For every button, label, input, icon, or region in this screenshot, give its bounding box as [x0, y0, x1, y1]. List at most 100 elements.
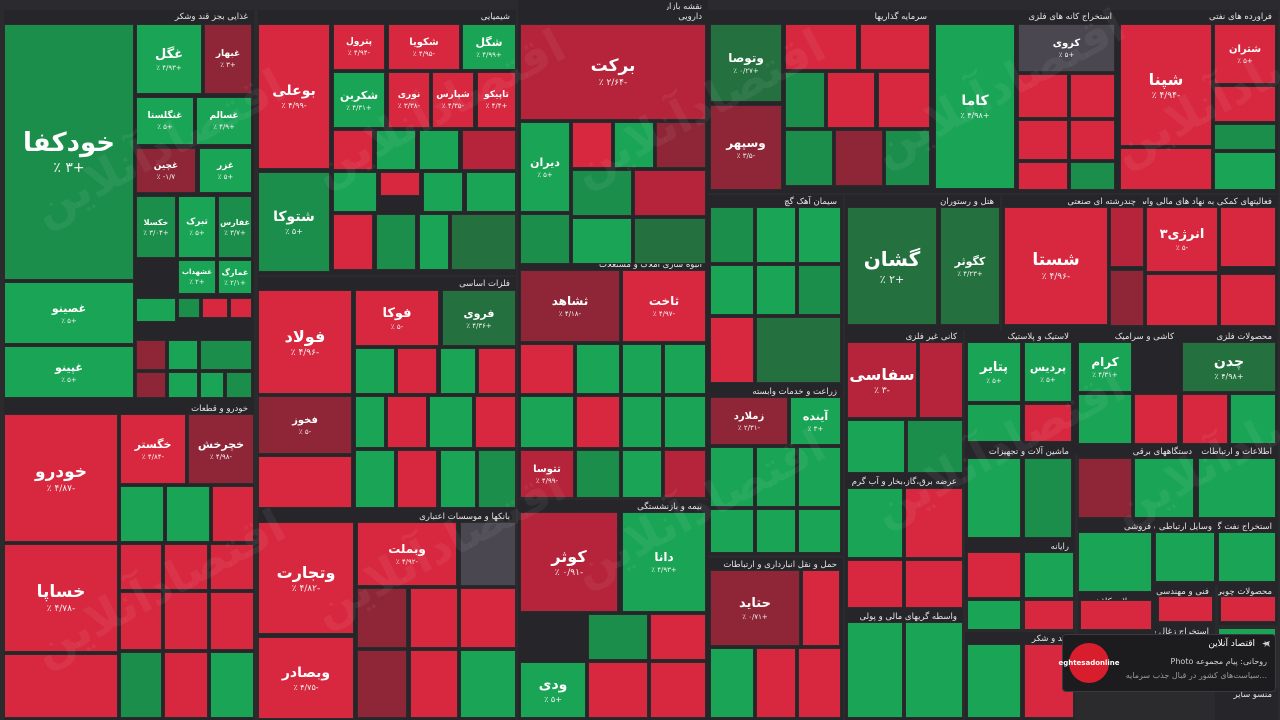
stock-tile-hatid[interactable]: حتاید ٪ ۰/۷۱+ — [710, 570, 800, 646]
stock-tile-small[interactable] — [466, 172, 516, 212]
stock-tile-small[interactable] — [460, 522, 516, 586]
stock-tile-chadan[interactable]: چدن ٪ ۴/۹۸+ — [1182, 342, 1276, 392]
stock-tile-fro[interactable]: فروی ٪ ۴/۳۶+ — [442, 290, 516, 346]
stock-tile-khodro[interactable]: خودرو ٪ ۴/۸۷- — [4, 414, 118, 542]
stock-tile-khodkafa[interactable]: خودکفا ٪ ۳+ — [4, 24, 134, 280]
stock-tile-small[interactable] — [798, 265, 841, 315]
stock-tile-small[interactable] — [1220, 207, 1276, 267]
stock-tile-barekat[interactable]: برکت ٪ ۲/۶۴- — [520, 24, 706, 120]
stock-tile-ghchin[interactable]: غچین ٪ -۱/۷ — [136, 148, 196, 193]
stock-tile-bouli[interactable]: بوعلی ٪ ۴/۹۹- — [258, 24, 330, 169]
stock-tile-khsapa[interactable]: خساپا ٪ ۴/۷۸- — [4, 544, 118, 652]
stock-tile-small[interactable] — [164, 544, 208, 590]
stock-tile-small[interactable] — [136, 298, 176, 322]
stock-tile-small[interactable] — [798, 447, 841, 507]
stock-tile-small[interactable] — [478, 348, 516, 394]
stock-tile-tarak[interactable]: تبرک ٪ ۵+ — [178, 196, 216, 258]
stock-tile-small[interactable] — [860, 24, 930, 70]
stock-tile-small[interactable] — [622, 396, 662, 448]
stock-tile-small[interactable] — [136, 372, 166, 398]
stock-tile-small[interactable] — [572, 218, 632, 264]
stock-tile-small[interactable] — [1110, 207, 1144, 267]
stock-tile-small[interactable] — [376, 214, 416, 270]
stock-tile-vbmlt[interactable]: وبملت ٪ ۴/۹۲- — [357, 522, 457, 586]
stock-tile-small[interactable] — [588, 662, 648, 718]
stock-tile-small[interactable] — [1158, 596, 1213, 622]
stock-tile-vtejarat[interactable]: وتجارت ٪ ۴/۸۲- — [258, 522, 354, 634]
stock-tile-small[interactable] — [120, 592, 162, 650]
stock-tile-ghesino[interactable]: غصینو ٪ ۵+ — [4, 282, 134, 344]
stock-tile-small[interactable] — [634, 218, 706, 264]
stock-tile-small[interactable] — [967, 552, 1021, 598]
stock-tile-vbsader[interactable]: وبصادر ٪ ۴/۷۵- — [258, 637, 354, 719]
stock-tile-small[interactable] — [576, 344, 620, 394]
stock-tile-small[interactable] — [1024, 458, 1072, 538]
stock-tile-small[interactable] — [576, 450, 620, 498]
stock-tile-small[interactable] — [1080, 600, 1152, 630]
stock-tile-small[interactable] — [710, 447, 754, 507]
stock-tile-small[interactable] — [451, 214, 516, 270]
stock-tile-small[interactable] — [1018, 74, 1068, 118]
stock-tile-small[interactable] — [520, 344, 574, 394]
stock-tile-shkviya[interactable]: شکویا ٪ ۴/۹۵- — [388, 24, 460, 70]
stock-tile-small[interactable] — [387, 396, 427, 448]
stock-tile-small[interactable] — [355, 450, 395, 508]
stock-tile-small[interactable] — [1024, 600, 1074, 630]
stock-tile-ghshahd[interactable]: غشهداب ٪ ۲+ — [178, 260, 216, 294]
stock-tile-small[interactable] — [847, 622, 903, 718]
stock-tile-thshahd[interactable]: ثشاهد ٪ ۴/۱۸- — [520, 270, 620, 342]
stock-tile-kama[interactable]: کاما ٪ ۴/۹۸+ — [935, 24, 1015, 189]
stock-tile-small[interactable] — [1230, 394, 1276, 444]
stock-tile-ghnkagp[interactable]: غنگلستا ٪ ۵+ — [136, 97, 194, 145]
stock-tile-small[interactable] — [120, 652, 162, 718]
stock-tile-small[interactable] — [798, 509, 841, 553]
stock-tile-small[interactable] — [710, 509, 754, 553]
notification-popup[interactable]: eghtesadonline ◄ اقتصاد آنلاین روحانی: پ… — [1058, 634, 1276, 692]
stock-tile-small[interactable] — [1218, 532, 1276, 582]
stock-tile-zamaz[interactable]: زملارد ٪ ۲/۳۱- — [710, 397, 788, 445]
stock-tile-vtoos[interactable]: وتوصا ٪ ۰/۲۷+ — [710, 24, 782, 102]
stock-tile-shpars[interactable]: شپارس ٪ ۴/۳۵- — [432, 72, 474, 128]
stock-tile-pasool[interactable]: پترول ٪ ۴/۹۴- — [333, 24, 385, 70]
stock-tile-small[interactable] — [1078, 532, 1152, 592]
stock-tile-small[interactable] — [460, 650, 516, 718]
stock-tile-small[interactable] — [1155, 532, 1215, 582]
stock-tile-tapico[interactable]: تاپیکو ٪ ۴/۴+ — [477, 72, 516, 128]
stock-tile-gshan[interactable]: گشان ٪ ۲+ — [847, 207, 937, 325]
stock-tile-ghasalam[interactable]: غسالم ٪ ۴/۹+ — [196, 97, 252, 145]
stock-tile-small[interactable] — [710, 648, 754, 718]
stock-tile-khchkh[interactable]: خچرخش ٪ ۴/۹۸- — [188, 414, 254, 484]
stock-tile-small[interactable] — [200, 372, 224, 398]
stock-tile-vadi[interactable]: ودی ٪ ۵+ — [520, 662, 586, 718]
stock-tile-small[interactable] — [460, 588, 516, 648]
stock-tile-small[interactable] — [210, 544, 254, 590]
stock-tile-small[interactable] — [475, 396, 516, 448]
stock-tile-small[interactable] — [650, 662, 706, 718]
stock-tile-small[interactable] — [710, 317, 754, 383]
stock-tile-small[interactable] — [333, 172, 377, 212]
stock-tile-small[interactable] — [520, 396, 574, 448]
stock-tile-small[interactable] — [120, 486, 164, 542]
stock-tile-small[interactable] — [397, 450, 437, 508]
stock-tile-small[interactable] — [355, 348, 395, 394]
stock-tile-small[interactable] — [576, 396, 620, 448]
stock-tile-small[interactable] — [355, 396, 385, 448]
stock-tile-small[interactable] — [634, 170, 706, 216]
stock-tile-ayande[interactable]: آینده ٪ ۳+ — [790, 397, 841, 445]
stock-tile-small[interactable] — [423, 172, 463, 212]
stock-tile-small[interactable] — [756, 648, 796, 718]
stock-tile-small[interactable] — [212, 486, 254, 542]
stock-tile-dana[interactable]: دانا ٪ ۴/۹۳+ — [622, 512, 706, 612]
stock-tile-small[interactable] — [798, 207, 841, 263]
stock-tile-small[interactable] — [847, 488, 903, 558]
stock-tile-small[interactable] — [847, 560, 903, 608]
stock-tile-ghnk[interactable]: غگل ٪ ۴/۹۳+ — [136, 24, 202, 94]
stock-tile-kowsar[interactable]: کوثر ٪ ۰/۹۱- — [520, 512, 618, 612]
stock-tile-kholsa[interactable]: خکسلا ٪ ۳/۰۴+ — [136, 196, 176, 258]
stock-tile-small[interactable] — [756, 447, 796, 507]
stock-tile-small[interactable] — [397, 348, 437, 394]
stock-tile-khgstar[interactable]: خگستر ٪ ۴/۸۴- — [120, 414, 186, 484]
stock-tile-foka[interactable]: فوکا ٪ ۵- — [355, 290, 439, 346]
stock-tile-small[interactable] — [572, 170, 632, 216]
stock-tile-shasta[interactable]: شستا ٪ ۴/۹۶- — [1004, 207, 1108, 325]
